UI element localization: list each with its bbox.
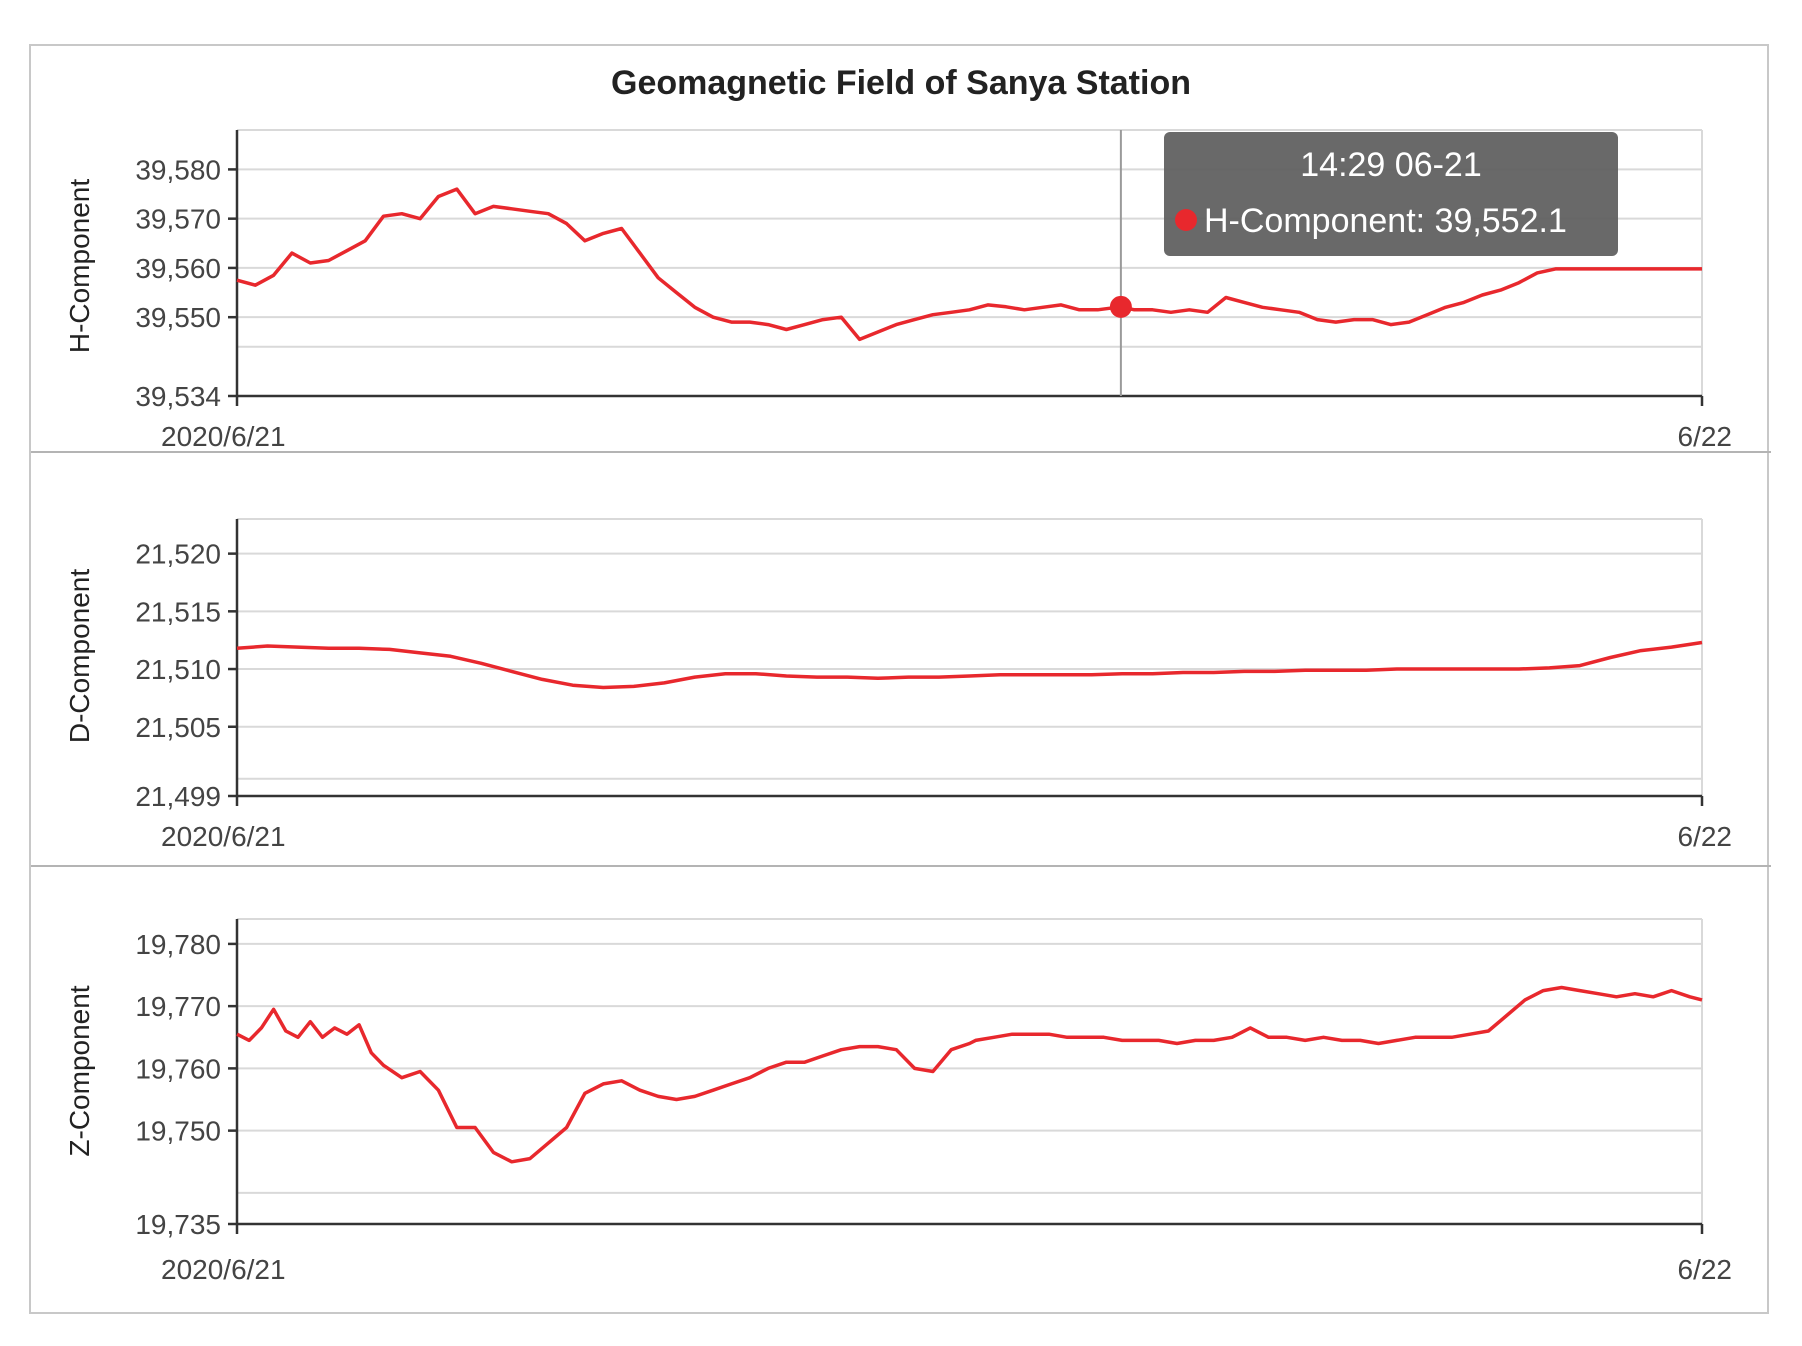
y-tick-label: 19,780	[135, 929, 221, 960]
y-tick-label: 19,760	[135, 1053, 221, 1084]
x-tick-label-start: 2020/6/21	[161, 421, 286, 452]
highlight-point	[1109, 295, 1132, 318]
chart-svg: 39,534 39,550 39,560 39,570 39,580 2020/6/21 6…	[31, 64, 1771, 1285]
y-tick-label: 39,580	[135, 154, 221, 185]
x-tick-label-start: 2020/6/21	[161, 821, 286, 852]
chart-frame: 39,534 39,550 39,560 39,570 39,580 2020/6/21 6…	[29, 44, 1771, 1314]
x-tick-label-end: 6/22	[1678, 421, 1733, 452]
tooltip-series-dot	[1175, 209, 1197, 231]
series-line-d-component	[236, 640, 1703, 690]
y-tick-label: 39,570	[135, 204, 221, 235]
series-line-h-component	[236, 187, 1702, 342]
tooltip-series-value: H-Component: 39,552.1	[1204, 202, 1567, 240]
y-axis-title: H-Component	[64, 179, 95, 354]
y-tick-label: 21,515	[135, 596, 221, 627]
y-tick-label: 39,534	[135, 381, 221, 412]
x-tick-label-end: 6/22	[1678, 1254, 1733, 1285]
chart-title: Geomagnetic Field of Sanya Station	[611, 64, 1191, 102]
series-line-z-component	[236, 985, 1703, 1164]
y-tick-label: 19,750	[135, 1116, 221, 1147]
x-tick-label-end: 6/22	[1678, 821, 1733, 852]
tooltip-time: 14:29 06-21	[1300, 146, 1482, 184]
x-tick-label-start: 2020/6/21	[161, 1254, 286, 1285]
y-tick-label: 39,560	[135, 253, 221, 284]
y-axis-title: D-Component	[64, 569, 95, 744]
y-tick-label: 39,550	[135, 302, 221, 333]
y-tick-label: 21,505	[135, 712, 221, 743]
y-tick-label: 21,499	[135, 781, 221, 812]
y-tick-label: 19,735	[135, 1209, 221, 1240]
y-axis-title: Z-Component	[64, 985, 95, 1156]
y-tick-label: 21,520	[135, 539, 221, 570]
tooltip-box	[1164, 132, 1618, 256]
y-tick-label: 21,510	[135, 654, 221, 685]
y-tick-label: 19,770	[135, 991, 221, 1022]
